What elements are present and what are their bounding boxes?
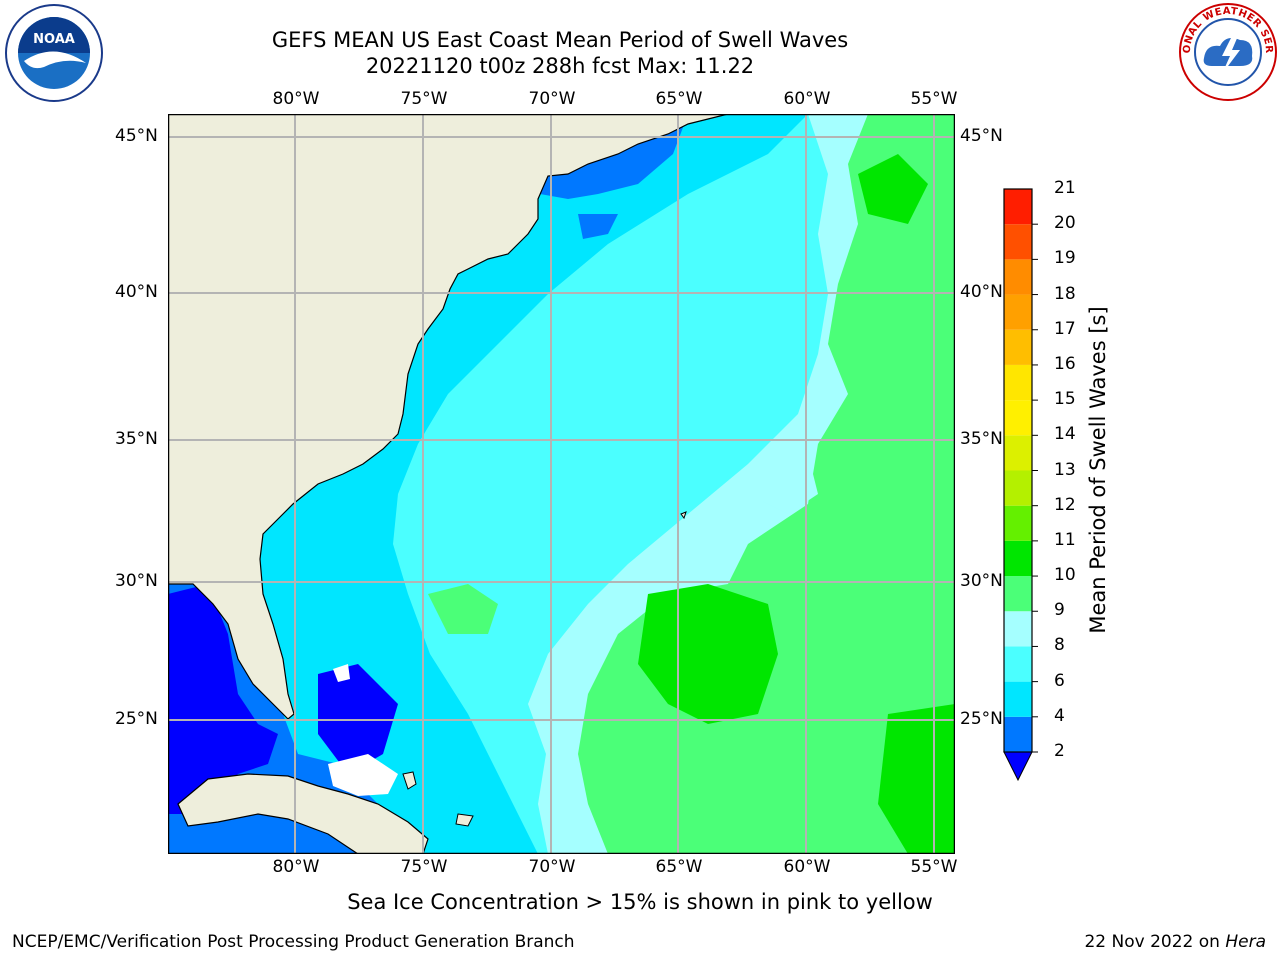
colorbar-tick-label: 4 bbox=[1054, 705, 1065, 726]
lat-label-right: 30°N bbox=[960, 571, 1003, 591]
colorbar-tick-label: 18 bbox=[1054, 283, 1076, 304]
colorbar-tick-label: 15 bbox=[1054, 389, 1076, 410]
colorbar-segment bbox=[1004, 611, 1032, 647]
footer-date-text: 22 Nov 2022 on bbox=[1084, 932, 1220, 952]
lon-label-bottom: 60°W bbox=[783, 857, 831, 877]
lon-label-top: 60°W bbox=[783, 89, 831, 109]
swell-period-map bbox=[168, 114, 955, 854]
colorbar-tick-label: 19 bbox=[1054, 248, 1076, 269]
contour-10-11 bbox=[858, 154, 928, 224]
lat-label-right: 45°N bbox=[960, 126, 1003, 146]
lat-label-right: 25°N bbox=[960, 709, 1003, 729]
island-bermuda bbox=[680, 511, 687, 520]
contour-10-11 bbox=[878, 704, 955, 854]
contour-below-2 bbox=[168, 584, 278, 814]
island-bahamas bbox=[455, 813, 474, 827]
colorbar-segment bbox=[1004, 224, 1032, 260]
lon-label-top: 55°W bbox=[910, 89, 958, 109]
lat-label-left: 25°N bbox=[115, 709, 158, 729]
footer-date: 22 Nov 2022 on Hera bbox=[1084, 932, 1266, 952]
colorbar-tick-label: 8 bbox=[1054, 635, 1065, 656]
graticule bbox=[168, 114, 955, 854]
lat-label-left: 35°N bbox=[115, 429, 158, 449]
colorbar-extend-low bbox=[1003, 751, 1033, 782]
colorbar-segment bbox=[1004, 646, 1032, 682]
lat-label-right: 40°N bbox=[960, 282, 1003, 302]
lat-label-left: 40°N bbox=[115, 282, 158, 302]
colorbar-segment bbox=[1004, 505, 1032, 541]
colorbar-tick-label: 11 bbox=[1054, 529, 1076, 550]
footer-machine: Hera bbox=[1225, 932, 1266, 952]
lon-label-top: 70°W bbox=[528, 89, 576, 109]
contour-2-4 bbox=[578, 214, 618, 239]
colorbar-tick-label: 21 bbox=[1054, 178, 1076, 198]
noaa-logo: NOAA bbox=[4, 3, 104, 107]
lon-label-bottom: 70°W bbox=[528, 857, 576, 877]
lon-label-top: 65°W bbox=[655, 89, 703, 109]
colorbar-tick-label: 2 bbox=[1054, 741, 1065, 761]
colorbar-tick-label: 12 bbox=[1054, 494, 1076, 515]
lat-label-left: 45°N bbox=[115, 126, 158, 146]
chart-subtitle: 20221120 t00z 288h fcst Max: 11.22 bbox=[365, 54, 755, 78]
colorbar-segment bbox=[1004, 329, 1032, 365]
colorbar-segment bbox=[1004, 716, 1032, 752]
colorbar-segment bbox=[1004, 540, 1032, 577]
land-north-america bbox=[168, 114, 729, 720]
contour-9-10 bbox=[428, 584, 498, 634]
lon-label-bottom: 75°W bbox=[400, 857, 448, 877]
colorbar-tick-label: 16 bbox=[1054, 353, 1076, 374]
island-bahamas bbox=[402, 771, 417, 790]
chart-title: GEFS MEAN US East Coast Mean Period of S… bbox=[271, 28, 849, 52]
colorbar-segment bbox=[1004, 259, 1032, 295]
colorbar-segment bbox=[1004, 576, 1032, 612]
lon-label-bottom: 55°W bbox=[910, 857, 958, 877]
colorbar-tick-label: 17 bbox=[1054, 318, 1076, 339]
colorbar-title: Mean Period of Swell Waves [s] bbox=[1086, 306, 1110, 634]
colorbar-tick-label: 9 bbox=[1054, 600, 1065, 621]
lon-label-bottom: 80°W bbox=[272, 857, 320, 877]
contour-10-11 bbox=[638, 584, 778, 724]
colorbar-tick-label: 13 bbox=[1054, 459, 1076, 480]
colorbar-tick-label: 6 bbox=[1054, 670, 1065, 691]
noaa-logo-text: NOAA bbox=[33, 32, 75, 47]
colorbar-segment bbox=[1004, 681, 1032, 717]
lat-label-left: 30°N bbox=[115, 571, 158, 591]
colorbar-segment bbox=[1004, 294, 1032, 330]
lat-label-right: 35°N bbox=[960, 429, 1003, 449]
colorbar-segment bbox=[1004, 435, 1032, 471]
colorbar-segment bbox=[1004, 470, 1032, 506]
colorbar-segment bbox=[1004, 400, 1032, 436]
colorbar bbox=[1003, 188, 1038, 782]
nws-logo: NATIONAL WEATHER SERVICE bbox=[1172, 0, 1280, 108]
colorbar-tick-label: 10 bbox=[1054, 565, 1076, 586]
footer-credit: NCEP/EMC/Verification Post Processing Pr… bbox=[12, 932, 575, 952]
sea-ice-note: Sea Ice Concentration > 15% is shown in … bbox=[347, 890, 933, 914]
colorbar-segment bbox=[1004, 189, 1032, 225]
contour-8-9 bbox=[758, 454, 818, 514]
colorbar-segment bbox=[1004, 364, 1032, 401]
land-cuba bbox=[177, 773, 429, 854]
colorbar-tick-label: 20 bbox=[1054, 213, 1076, 234]
no-data-area bbox=[328, 754, 398, 796]
colorbar-tick-label: 14 bbox=[1054, 424, 1076, 445]
no-data-area bbox=[333, 664, 350, 682]
lon-label-bottom: 65°W bbox=[655, 857, 703, 877]
lon-label-top: 75°W bbox=[400, 89, 448, 109]
lon-label-top: 80°W bbox=[272, 89, 320, 109]
